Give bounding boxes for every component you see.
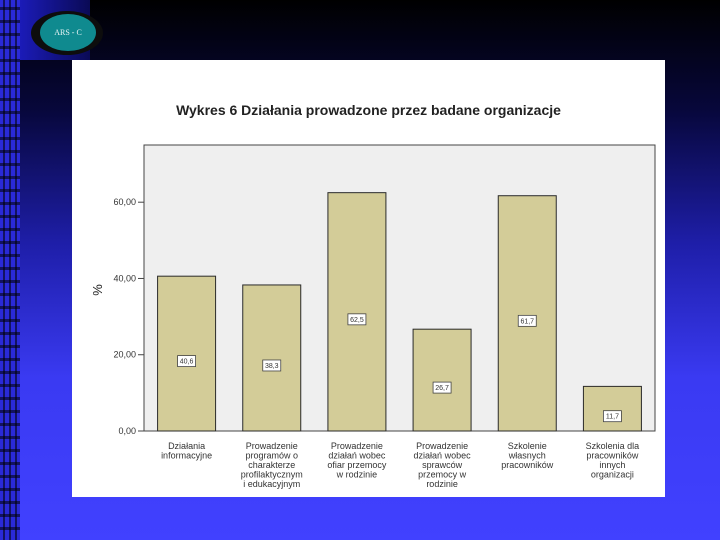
- bar: [582, 385, 642, 432]
- x-tick-label: Szkolenie własnych pracowników: [501, 441, 554, 470]
- data-label-box: [603, 410, 622, 423]
- bar: [412, 328, 472, 432]
- y-axis-label: %: [90, 284, 105, 296]
- y-tick-label: 0,00: [118, 426, 136, 436]
- y-tick-label: 60,00: [113, 197, 136, 207]
- x-tick-label: Działania informacyjne: [161, 441, 212, 461]
- x-tick-label: Prowadzenie działań wobec sprawców przemocy…: [414, 441, 472, 489]
- logo-text: ARS - C: [54, 28, 82, 37]
- x-tick-label: Prowadzenie działań wobec ofiar przemocy w …: [327, 441, 387, 480]
- y-tick-label: 20,00: [113, 350, 136, 360]
- bar: [242, 284, 302, 432]
- data-label-box: [432, 381, 452, 394]
- data-label-box: [177, 355, 196, 367]
- x-tick-label: Prowadzenie programów o charakterze profila…: [241, 441, 303, 489]
- bar-chart: 0,00 20,00 40,00 60,00% 40,6 Działania informa…: [90, 144, 656, 489]
- data-label: 61,7: [520, 318, 534, 325]
- bar: [497, 195, 557, 432]
- decorative-strip: [0, 0, 20, 540]
- plot-area: [143, 144, 656, 432]
- data-label: 62,5: [350, 317, 364, 324]
- data-label-box: [347, 313, 367, 326]
- data-label: 40,6: [180, 359, 194, 366]
- logo: ARS - C: [31, 11, 103, 55]
- data-label-box: [517, 314, 537, 327]
- x-tick-label: Szkolenia dla pracowników innych organizacj…: [586, 441, 640, 480]
- chart-title: Wykres 6 Działania prowadzone przez bada…: [176, 102, 561, 118]
- data-label: 11,7: [606, 414, 619, 421]
- data-label-box: [262, 359, 282, 372]
- bar: [327, 192, 387, 432]
- y-tick-label: 40,00: [113, 273, 136, 283]
- data-label: 38,3: [265, 363, 279, 370]
- data-label: 26,7: [435, 385, 449, 392]
- chart-panel: Wykres 6 Działania prowadzone przez bada…: [72, 60, 665, 497]
- logo-badge: ARS - C: [40, 14, 96, 51]
- bar: [157, 275, 217, 432]
